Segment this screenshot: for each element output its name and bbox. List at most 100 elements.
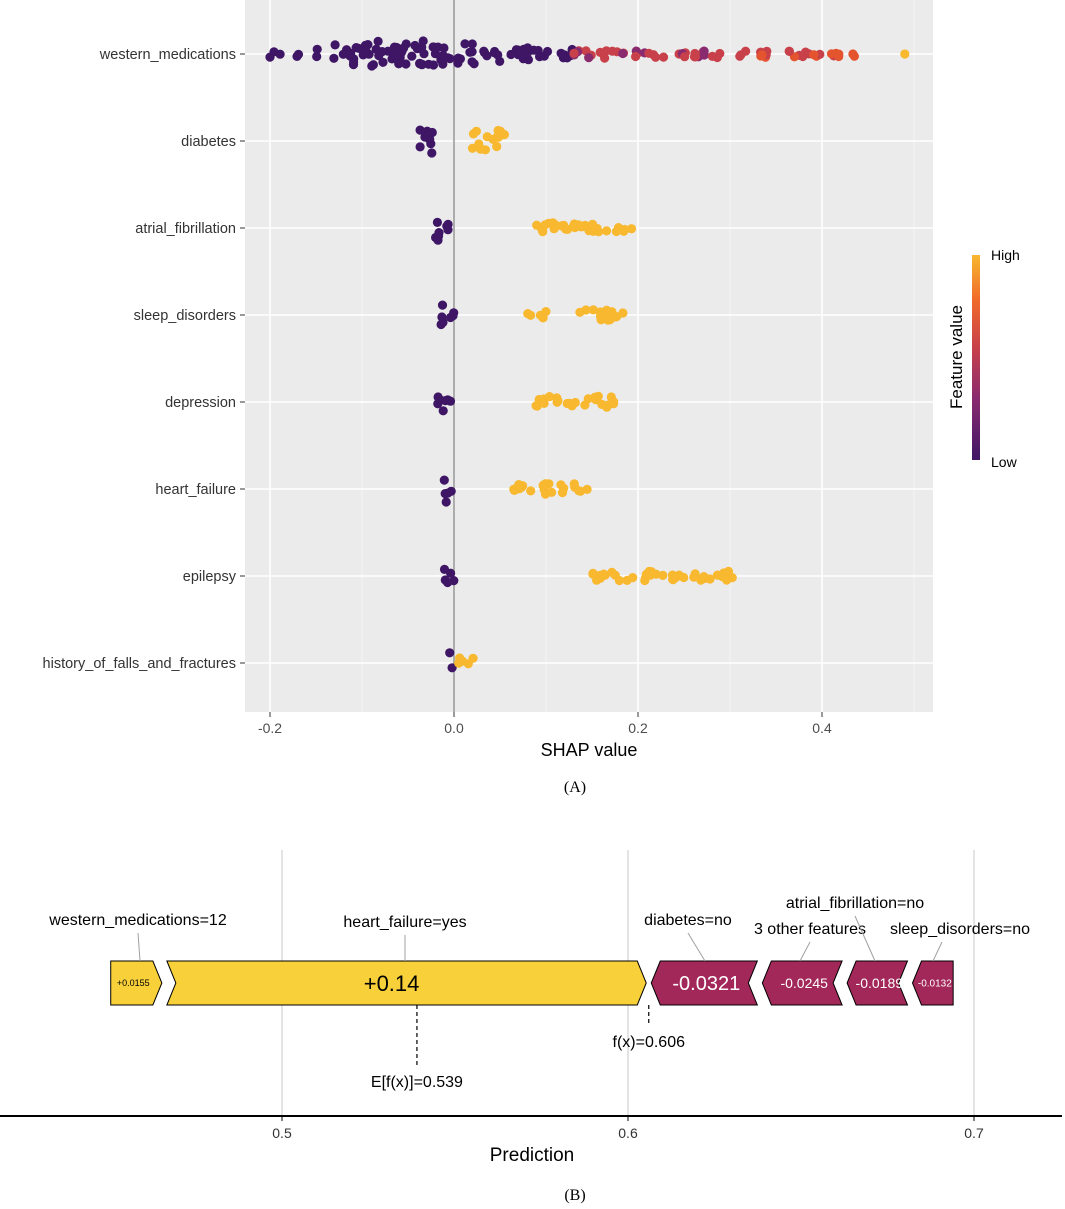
shap-point <box>542 46 553 57</box>
beeswarm-row-epilepsy <box>439 564 737 588</box>
shap-point <box>690 569 700 579</box>
shap-point <box>526 486 536 496</box>
feature-label: depression <box>165 395 236 411</box>
panel-b-x-ticks: 0.5 0.6 0.7 <box>272 1116 984 1141</box>
shap-point <box>387 54 397 64</box>
shap-point <box>454 658 464 668</box>
shap-point <box>556 221 566 231</box>
shap-point <box>707 51 718 62</box>
beeswarm-row-depression <box>433 391 619 416</box>
shap-point <box>516 49 526 59</box>
shap-point <box>809 50 819 60</box>
shap-point <box>609 397 619 407</box>
shap-point <box>569 479 579 489</box>
x-tick-label: -0.2 <box>258 720 282 736</box>
panel-a-beeswarm: western_medications diabetes atrial_fibril… <box>43 0 1020 796</box>
shap-point <box>482 132 492 142</box>
shap-point <box>557 488 568 498</box>
force-feature-label: diabetes=no <box>644 912 732 929</box>
shap-point <box>602 226 612 236</box>
shap-point <box>358 50 368 60</box>
panel-a-x-axis-title: SHAP value <box>541 740 638 760</box>
feature-label: diabetes <box>181 134 236 150</box>
x-tick-label: 0.0 <box>444 720 464 736</box>
shap-point <box>494 132 504 142</box>
panel-b-feature-labels: western_medications=12 heart_failure=yes d… <box>48 895 1030 962</box>
shap-point <box>367 61 377 71</box>
shap-point <box>588 568 598 578</box>
feature-label: sleep_disorders <box>134 308 236 324</box>
shap-point <box>439 475 449 485</box>
leader-line <box>687 932 706 962</box>
shap-point <box>415 125 425 135</box>
legend-colorbar <box>972 255 980 460</box>
leader-line <box>799 941 811 962</box>
shap-point <box>436 55 446 65</box>
shap-point <box>658 52 669 62</box>
shap-point <box>533 45 543 56</box>
shap-point <box>558 53 569 63</box>
x-tick-label: 0.2 <box>628 720 648 736</box>
shap-point <box>460 39 470 49</box>
shap-point <box>407 51 417 61</box>
legend-high-label: High <box>991 247 1020 263</box>
shap-point <box>377 47 387 57</box>
shap-point <box>439 43 449 53</box>
segment-value-label: -0.0189 <box>856 975 904 991</box>
shap-point <box>440 396 451 406</box>
shap-point <box>467 47 477 57</box>
shap-point <box>449 576 459 586</box>
shap-point <box>679 572 689 583</box>
shap-point <box>620 224 630 235</box>
force-feature-label: 3 other features <box>754 921 866 938</box>
beeswarm-row-history_of_falls_and_fractures <box>445 648 478 673</box>
segment-value-label: -0.0132 <box>918 979 952 990</box>
shap-point <box>834 49 844 59</box>
segment-value-label: -0.0245 <box>780 975 828 991</box>
force-feature-label: atrial_fibrillation=no <box>786 895 924 912</box>
leader-line <box>137 932 141 962</box>
shap-point <box>373 36 383 47</box>
shap-point <box>544 392 555 402</box>
shap-point <box>610 570 620 580</box>
shap-point <box>531 401 541 411</box>
panel-a-feature-labels: western_medications diabetes atrial_fibril… <box>43 47 245 672</box>
shap-point <box>626 224 637 234</box>
panel-b-segments: +0.0155 +0.14 -0.0321 -0.0245 -0.0189 -0.0132 <box>110 960 954 1006</box>
shap-point <box>399 43 409 53</box>
shap-point <box>717 572 728 582</box>
shap-point <box>432 217 442 227</box>
panel-a-label: (A) <box>564 779 586 796</box>
shap-point <box>590 392 600 402</box>
shap-point <box>588 219 598 229</box>
shap-point <box>618 48 628 59</box>
shap-point <box>736 50 746 60</box>
shap-point <box>580 400 590 410</box>
shap-point <box>523 43 533 53</box>
shap-point <box>418 36 428 46</box>
shap-point <box>631 51 641 62</box>
force-segment-positive <box>166 960 647 1006</box>
force-feature-label: sleep_disorders=no <box>890 921 1030 938</box>
shap-point <box>757 50 767 60</box>
shap-point <box>443 488 453 498</box>
beeswarm-row-atrial_fibrillation <box>431 217 637 245</box>
shap-point <box>547 487 557 497</box>
shap-point <box>446 568 456 578</box>
legend-low-label: Low <box>991 454 1018 470</box>
x-tick-label: 0.5 <box>272 1125 292 1141</box>
shap-point <box>447 663 457 673</box>
feature-label: epilepsy <box>183 569 237 585</box>
shap-point <box>455 54 465 64</box>
shap-point <box>584 53 594 63</box>
shap-point <box>342 45 352 55</box>
force-feature-label: heart_failure=yes <box>343 914 466 931</box>
force-segment-negative <box>911 960 954 1006</box>
force-feature-label: western_medications=12 <box>48 912 227 929</box>
shap-point <box>705 574 715 584</box>
panel-a-points <box>265 36 910 673</box>
shap-point <box>348 60 359 70</box>
shap-point <box>468 653 478 663</box>
shap-point <box>671 572 681 582</box>
shap-point <box>401 59 411 69</box>
